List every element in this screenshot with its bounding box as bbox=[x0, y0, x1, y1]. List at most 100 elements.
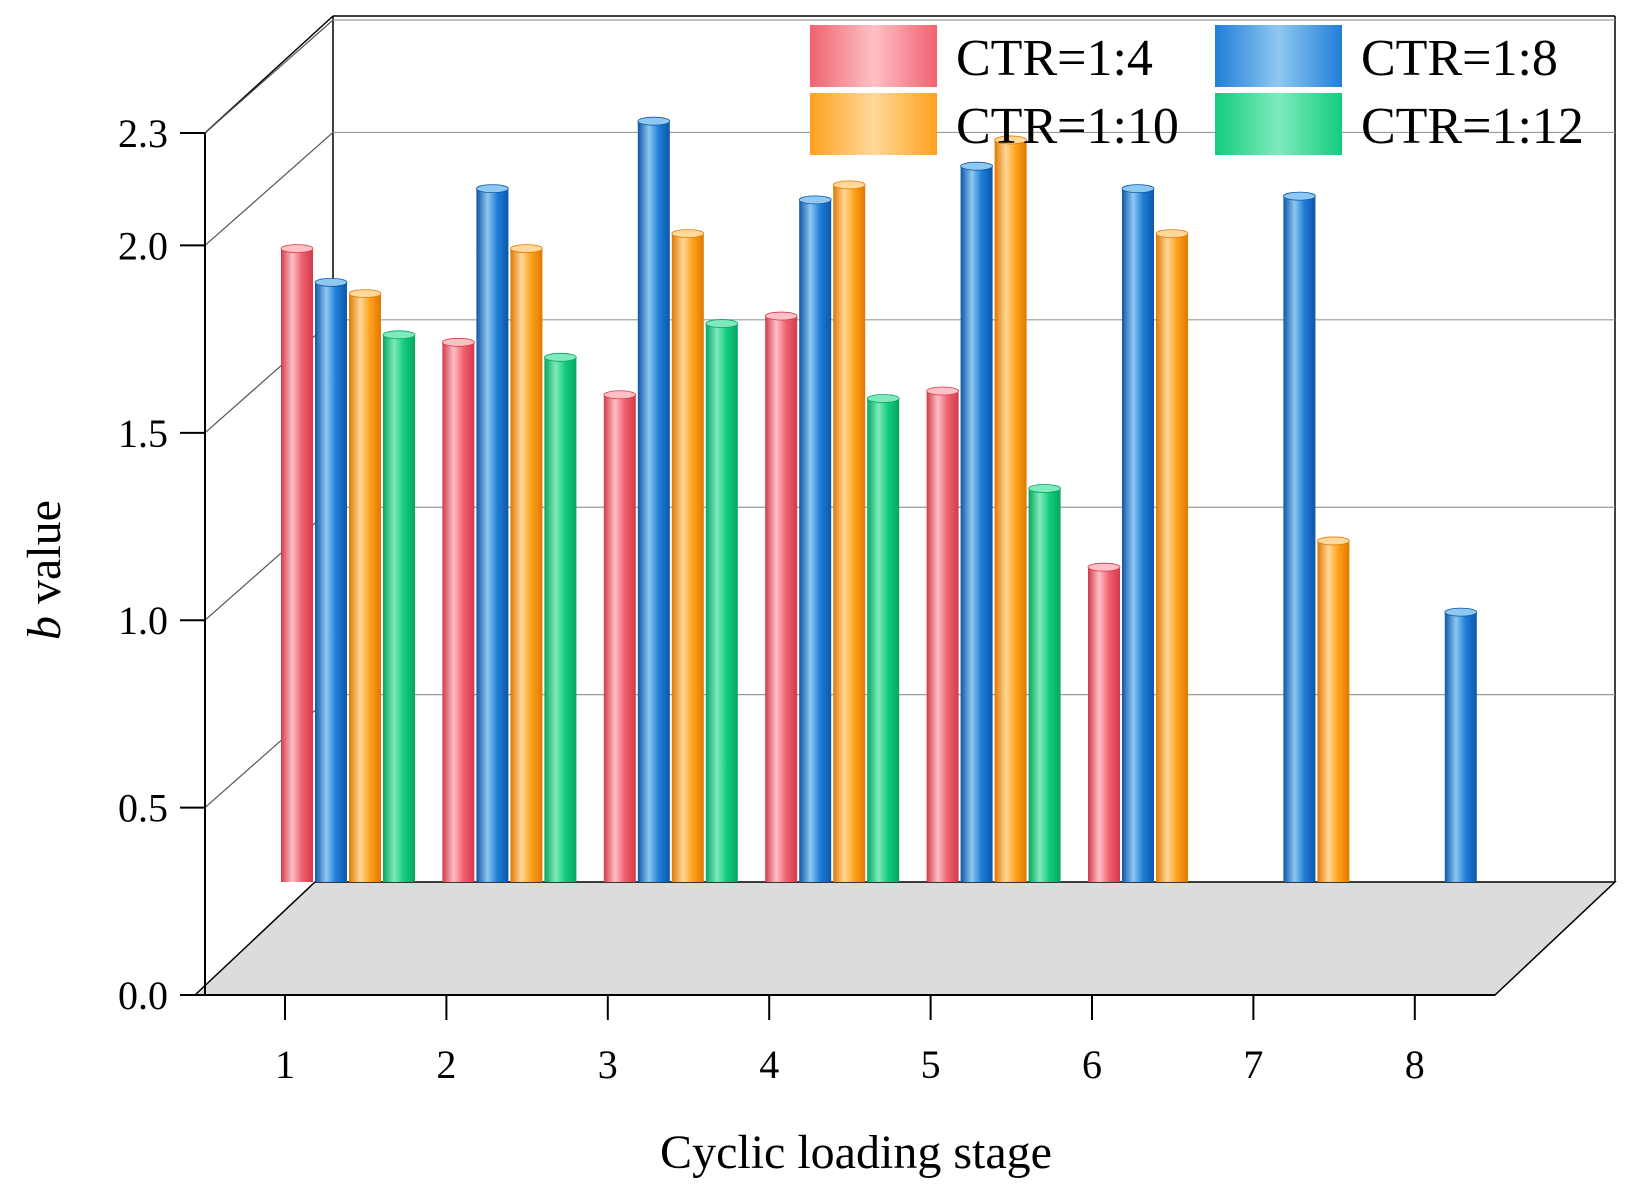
bar-cap bbox=[866, 394, 900, 403]
y-axis: 0.0 0.5 1.0 1.5 2.0 2.3 bbox=[118, 111, 206, 1018]
bar-body bbox=[867, 398, 900, 882]
bar bbox=[475, 184, 509, 883]
legend-item: CTR=1:10 bbox=[810, 93, 1179, 155]
bar-cap bbox=[798, 195, 832, 205]
x-axis: 1 2 3 4 5 6 7 8 bbox=[205, 994, 1495, 1087]
bar bbox=[832, 180, 866, 882]
bar-cap bbox=[314, 277, 348, 287]
bar-body bbox=[1088, 567, 1120, 882]
y-tick-label: 1.0 bbox=[118, 598, 168, 643]
legend-label: CTR=1:8 bbox=[1361, 30, 1558, 87]
bar bbox=[994, 135, 1027, 883]
y-ticks: 0.0 0.5 1.0 1.5 2.0 2.3 bbox=[118, 111, 205, 1018]
floor bbox=[193, 881, 1617, 996]
bar-body bbox=[1028, 488, 1061, 882]
gridline-side bbox=[204, 694, 334, 809]
bar bbox=[1121, 184, 1155, 883]
gridline-side bbox=[204, 319, 334, 434]
legend-swatch bbox=[1215, 25, 1342, 87]
bar bbox=[1087, 562, 1121, 882]
legend-item: CTR=1:4 bbox=[810, 25, 1153, 87]
bar-body bbox=[1317, 540, 1350, 882]
bar-body bbox=[926, 391, 959, 882]
x-axis-title: Cyclic loading stage bbox=[660, 1126, 1052, 1179]
bar-body bbox=[1156, 233, 1188, 882]
bar-body bbox=[671, 233, 704, 882]
bar bbox=[382, 330, 416, 882]
bar bbox=[960, 161, 993, 882]
bar-cap bbox=[764, 311, 798, 321]
bar-body bbox=[281, 248, 313, 883]
bar-cap bbox=[994, 135, 1027, 145]
bar bbox=[1028, 484, 1061, 882]
gridline-side bbox=[204, 506, 334, 621]
bar-body bbox=[544, 357, 577, 883]
bar bbox=[1317, 536, 1350, 882]
x-tick-label: 1 bbox=[275, 1042, 295, 1087]
legend-swatch bbox=[810, 25, 937, 87]
bars bbox=[280, 116, 1478, 883]
y-tick-label: 2.3 bbox=[118, 111, 168, 156]
legend-label: CTR=1:10 bbox=[956, 98, 1179, 155]
bar-cap bbox=[544, 352, 577, 362]
bar-cap bbox=[1444, 607, 1478, 617]
bar-body bbox=[442, 342, 475, 882]
y-tick-label: 0.0 bbox=[118, 973, 168, 1018]
bar-body bbox=[349, 293, 381, 882]
gridline-side bbox=[204, 19, 334, 134]
bar-cap bbox=[1028, 484, 1061, 493]
bar-cap bbox=[441, 337, 475, 347]
legend-item: CTR=1:12 bbox=[1215, 93, 1584, 155]
bar bbox=[764, 311, 798, 882]
legend: CTR=1:4 CTR=1:8 CTR=1:10 CTR=1:12 bbox=[810, 25, 1584, 155]
y-axis-title: b value bbox=[18, 500, 71, 640]
y-axis-title-italic: b bbox=[18, 616, 71, 640]
bar bbox=[798, 195, 832, 883]
x-tick-label: 6 bbox=[1082, 1042, 1102, 1087]
bar-body bbox=[1444, 612, 1477, 882]
bar-body bbox=[705, 323, 738, 882]
bar bbox=[671, 229, 705, 882]
legend-item: CTR=1:8 bbox=[1215, 25, 1558, 87]
bar-cap bbox=[926, 386, 959, 396]
bar-cap bbox=[475, 184, 509, 194]
x-tick-label: 3 bbox=[598, 1042, 618, 1087]
bar-cap bbox=[960, 161, 993, 171]
bar bbox=[1444, 607, 1478, 882]
bar bbox=[544, 352, 577, 883]
bar-body bbox=[994, 139, 1027, 883]
bar-cap bbox=[1317, 536, 1350, 546]
y-tick-label: 0.5 bbox=[118, 786, 168, 831]
legend-label: CTR=1:12 bbox=[1361, 98, 1584, 155]
bar-body bbox=[603, 394, 636, 882]
bar-cap bbox=[832, 180, 866, 190]
bar-cap bbox=[671, 229, 705, 239]
bar bbox=[866, 394, 900, 882]
bar-cap bbox=[637, 116, 671, 126]
bar-body bbox=[765, 316, 798, 882]
bar-cap bbox=[1121, 184, 1155, 194]
x-tick-label: 4 bbox=[759, 1042, 779, 1087]
y-tick-label: 1.5 bbox=[118, 411, 168, 456]
bar-cap bbox=[1155, 229, 1189, 239]
bar-body bbox=[510, 248, 543, 883]
bar-body bbox=[637, 121, 670, 883]
y-axis-title-text: value bbox=[18, 500, 71, 616]
bar-cap bbox=[510, 244, 543, 254]
bar bbox=[280, 244, 314, 883]
bar-body bbox=[315, 282, 347, 882]
plot-frame bbox=[193, 15, 1617, 996]
bar bbox=[510, 244, 543, 883]
y-tick-label: 2.0 bbox=[118, 223, 168, 268]
bar-body bbox=[476, 188, 509, 883]
bar bbox=[603, 390, 637, 882]
bar bbox=[441, 337, 475, 882]
bar bbox=[637, 116, 671, 883]
x-ticks: 1 2 3 4 5 6 7 8 bbox=[275, 995, 1425, 1087]
x-tick-label: 7 bbox=[1243, 1042, 1263, 1087]
bar-body bbox=[383, 334, 415, 882]
bar-cap bbox=[1087, 562, 1121, 572]
bar-body bbox=[799, 199, 832, 883]
bar-body bbox=[1283, 196, 1316, 882]
